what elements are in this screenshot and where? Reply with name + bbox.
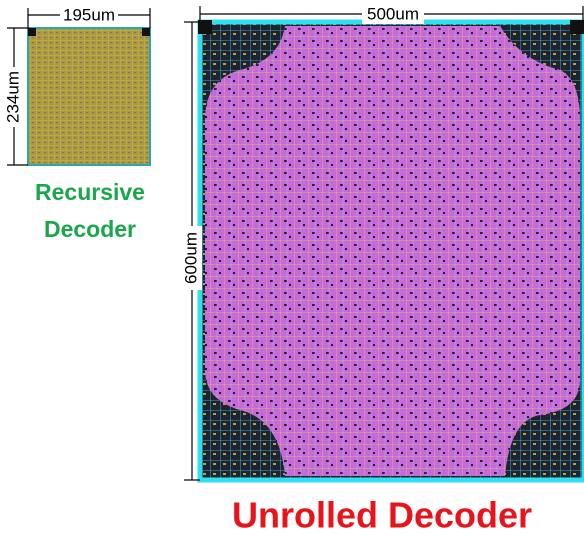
height-label: 600um (181, 232, 200, 284)
width-label: 195um (63, 5, 115, 24)
chip-name: Unrolled Decoder (232, 495, 532, 535)
corner (570, 20, 584, 34)
large-chip-core (205, 26, 580, 476)
height-label: 234um (3, 71, 22, 123)
small-chip (27, 27, 151, 166)
corner (198, 20, 212, 34)
chip-name: Decoder (44, 216, 136, 242)
label-bg (60, 5, 118, 25)
corner (28, 28, 36, 36)
corner (142, 28, 150, 36)
chip-name: Recursive (35, 179, 145, 205)
width-label: 500um (367, 4, 419, 23)
label-bg (182, 226, 202, 290)
label-bg (362, 4, 424, 24)
label-bg (4, 67, 24, 127)
